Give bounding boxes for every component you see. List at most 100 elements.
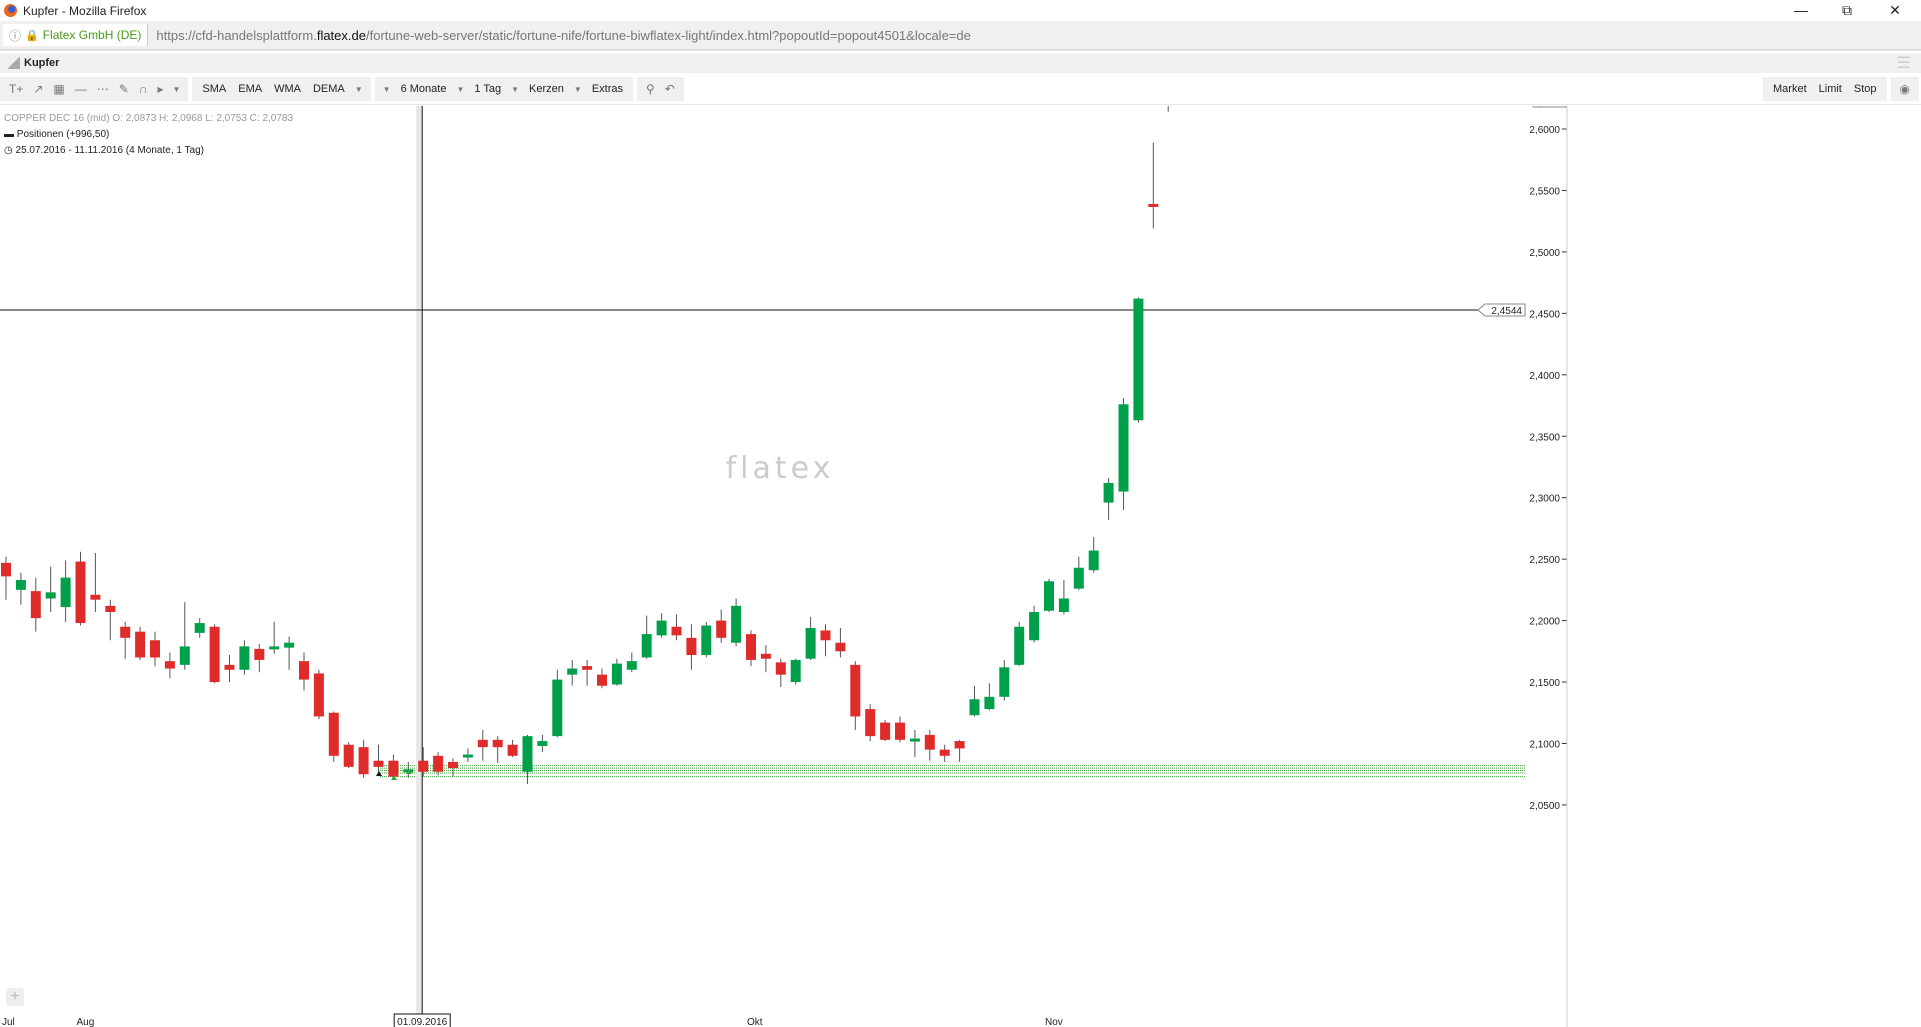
divider [0,104,1921,105]
y-tick-label: 2,2500 [1529,555,1560,566]
extras-dropdown[interactable]: Extras [591,83,623,95]
chart-logo-icon [6,57,20,69]
last-price-label: 2,6233 [1532,106,1563,108]
candle-up [999,667,1010,697]
site-identity[interactable]: ⓘ 🔒 Flatex GmbH (DE) [3,24,149,46]
candle-up [790,659,801,683]
chart-settings-button[interactable]: ◉ [1890,77,1919,101]
limit-order-button[interactable]: Limit [1818,83,1842,95]
dema-button[interactable]: DEMA [312,83,345,95]
y-tick-label: 2,6000 [1529,125,1560,136]
pencil-icon[interactable]: ✎ [118,82,129,96]
address-bar[interactable]: ⓘ 🔒 Flatex GmbH (DE) https://cfd-handels… [0,21,1921,51]
candle-up [1088,550,1099,571]
candle-up [567,668,578,675]
chart-info: COPPER DEC 16 (mid) O: 2,0873 H: 2,0968 … [4,111,293,159]
candle-down [343,744,354,767]
candle-up [641,634,652,658]
info-icon[interactable]: ⓘ [9,28,22,43]
chevron-down-icon[interactable]: ▼ [354,84,363,94]
candle-down [164,661,175,669]
date-highlight-box [393,1013,451,1027]
chevron-down-icon[interactable]: ▼ [573,84,582,94]
candle-down [388,760,399,777]
chevron-down-icon[interactable]: ▼ [456,84,465,94]
candle-up [656,620,667,636]
ohlc-readout: O: 2,0873 H: 2,0968 L: 2,0753 C: 2,0783 [112,113,294,124]
app-title: Kupfer [24,57,60,69]
position-marker-icon [406,769,412,774]
candle-down [433,755,444,772]
channel-icon[interactable]: ⋯ [96,82,109,96]
ema-button[interactable]: EMA [238,83,263,95]
app-header: Kupfer ☰ [0,53,1921,73]
y-tick-label: 2,5000 [1529,248,1560,259]
crosshair-price-tag [1477,303,1526,317]
candle-up [805,627,816,659]
y-tick-label: 2,3500 [1529,432,1560,443]
candle-up [969,699,980,716]
candle-down [671,626,682,636]
line-tool-icon[interactable]: ↗ [33,82,44,96]
undo-icon[interactable]: ↶ [664,82,675,96]
arrow-icon[interactable]: ▸ [157,82,164,96]
candle-up [984,696,995,710]
candle-up [239,646,250,670]
wma-button[interactable]: WMA [274,83,301,95]
crosshair-band [416,106,423,1027]
identity-label: Flatex GmbH (DE) [42,28,142,42]
candle-up [194,623,205,633]
sma-button[interactable]: SMA [202,83,227,95]
settings-icon: ◉ [1899,82,1910,96]
period-dropdown[interactable]: 6 Monate [400,83,447,95]
chevron-down-icon[interactable]: ▼ [511,84,520,94]
window-title: Kupfer - Mozilla Firefox [23,3,147,18]
x-tick-label: Okt [747,1017,763,1027]
url-text[interactable]: https://cfd-handelsplattform.flatex.de/f… [156,28,970,43]
chart-toolbar: T+ ↗ ▦ — ⋯ ✎ ∩ ▸ ▼ SMA EMA WMA DEMA ▼ ▼ … [0,76,1921,102]
candle-down [105,605,116,612]
y-tick-label: 2,2000 [1529,617,1560,628]
arc-icon[interactable]: ∩ [138,82,148,96]
candle-down [209,626,220,683]
zoom-in-button[interactable]: + [6,988,24,1006]
candle-up [45,592,56,599]
candle-down [299,661,309,680]
candle-down [507,744,518,756]
candle-up [269,646,280,650]
stop-order-button[interactable]: Stop [1853,83,1877,95]
y-tick-label: 2,4500 [1529,309,1560,320]
chevron-down-icon[interactable]: ▼ [382,84,391,94]
positions-label[interactable]: Positionen (+996,50) [16,129,110,140]
y-tick-label: 2,1500 [1529,678,1560,689]
candle-down [1,562,11,577]
candle-down [835,642,846,652]
candle-down [939,749,950,756]
candle-up [552,679,563,737]
horizontal-line-icon[interactable]: — [74,82,87,96]
y-tick-label: 2,1000 [1529,740,1560,751]
menu-icon[interactable]: ☰ [1896,55,1911,72]
chevron-down-icon[interactable]: ▼ [172,84,181,94]
chart-type-dropdown[interactable]: Kerzen [529,83,564,95]
text-tool-icon[interactable]: T+ [9,82,24,96]
candlestick-chart[interactable]: flatex 2,6000 2,5500 2,5000 2,4500 2,4000 2,35… [0,106,1921,1027]
interval-dropdown[interactable]: 1 Tag [474,83,502,95]
market-order-button[interactable]: Market [1773,83,1807,95]
indicator-group: SMA EMA WMA DEMA ▼ [192,77,371,101]
zoom-icon[interactable]: ⚲ [646,82,655,96]
candle-up [284,642,295,648]
instrument-label: COPPER DEC 16 (mid) [4,113,110,124]
restore-icon[interactable]: ⧉ [1842,2,1852,18]
minimize-icon[interactable]: — [1794,2,1808,18]
candle-down [135,631,146,658]
candle-down [358,747,369,775]
candle-down [820,630,831,641]
fibonacci-tool-icon[interactable]: ▦ [53,82,65,96]
candle-up [462,754,473,758]
position-line-icon: ▬ [4,129,14,140]
candle-down [597,674,607,686]
x-tick-label: 01.09.2016 [397,1017,447,1027]
candle-down [313,673,324,717]
close-icon[interactable]: ✕ [1889,2,1901,18]
